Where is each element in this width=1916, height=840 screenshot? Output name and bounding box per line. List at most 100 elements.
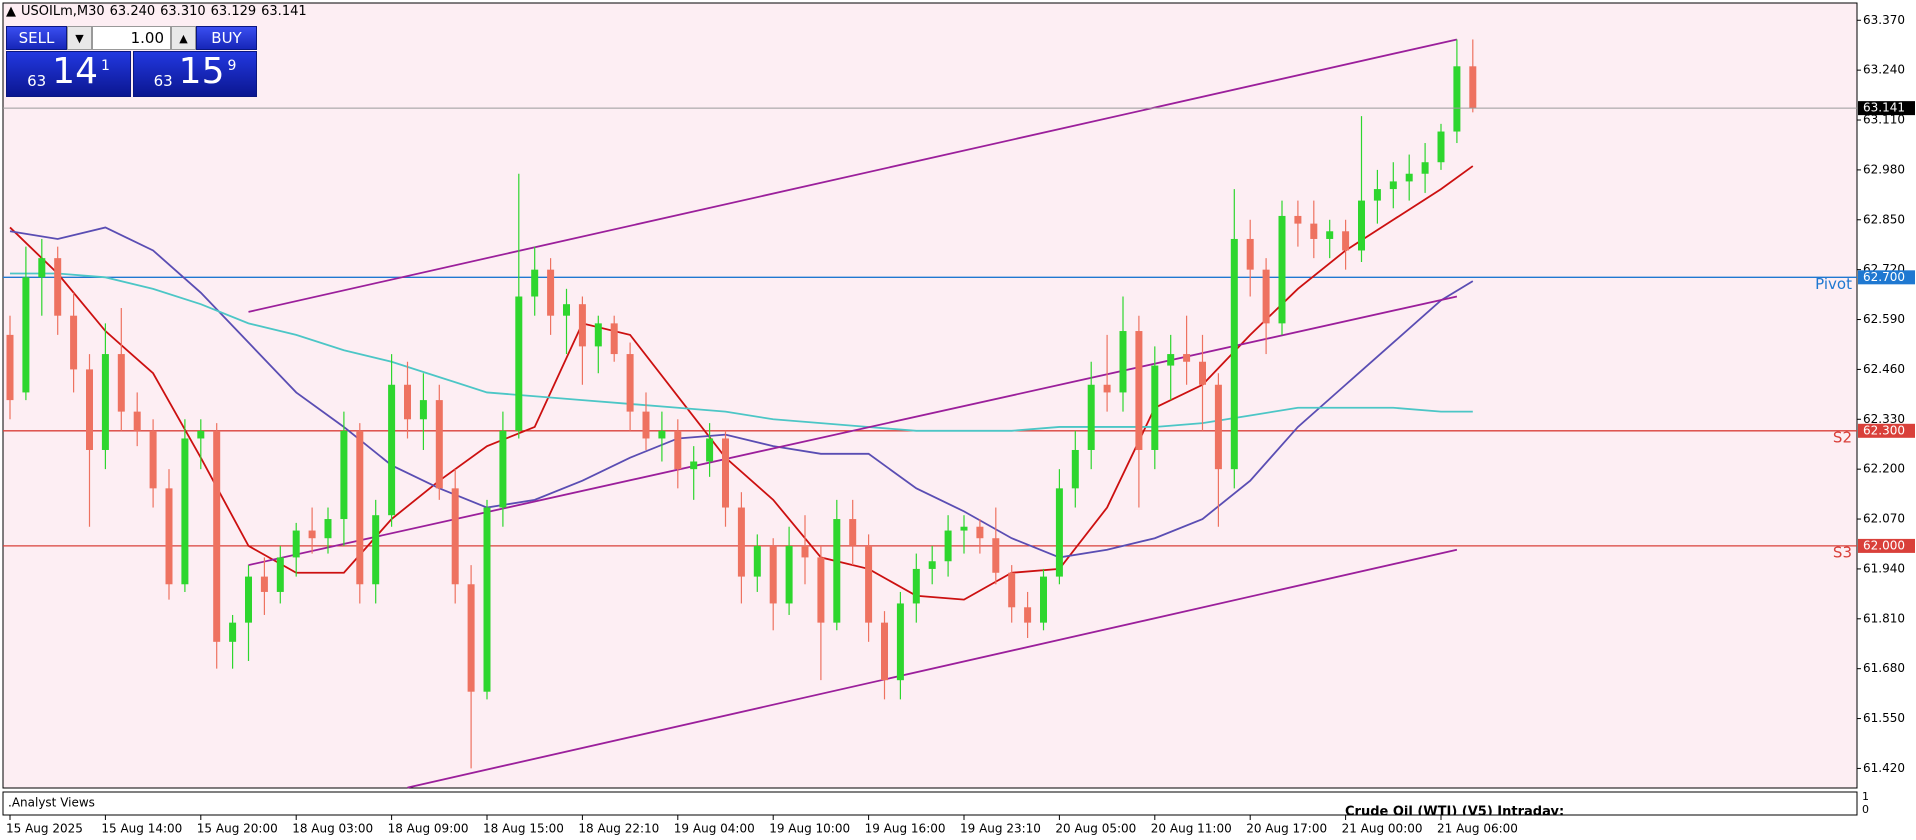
candle-body: [1199, 361, 1206, 385]
candle-body: [1087, 384, 1095, 450]
candle-body: [1294, 215, 1302, 224]
x-tick-label: 18 Aug 09:00: [388, 822, 469, 836]
candle-body: [1151, 365, 1159, 450]
price-main: 14: [52, 51, 98, 92]
candle-body: [38, 258, 46, 278]
candle-body: [706, 438, 714, 462]
x-tick-label: 18 Aug 15:00: [483, 822, 564, 836]
lot-up[interactable]: ▲: [171, 26, 196, 50]
sell-price[interactable]: 63 14 1: [6, 51, 131, 97]
level-name: S3: [1833, 543, 1852, 561]
candle-body: [1167, 354, 1175, 366]
candle-body: [1453, 66, 1461, 132]
level-box: [1858, 270, 1915, 285]
level-box: [1858, 538, 1915, 553]
moving-average: [9, 165, 1474, 601]
candle-body: [1183, 354, 1191, 362]
candle-body: [1358, 200, 1365, 251]
sell-button[interactable]: SELL: [6, 26, 67, 50]
candle-body: [1008, 572, 1016, 608]
current-price-box: [1858, 101, 1915, 116]
candle-body: [563, 304, 570, 316]
candle-body: [101, 354, 109, 450]
indicator-tick: 1: [1862, 790, 1869, 803]
ohlc: 63.141: [261, 4, 307, 19]
buy-price[interactable]: 63 15 9: [133, 51, 257, 97]
candle-body: [372, 515, 380, 585]
y-tick-label: 61.940: [1863, 561, 1905, 575]
level-label: 62.700: [1863, 270, 1905, 284]
symbol: USOILm,M30: [21, 4, 105, 19]
candle-body: [960, 526, 968, 531]
candle-body: [213, 430, 221, 642]
candle-body: [658, 430, 666, 439]
candle-body: [992, 538, 1000, 573]
y-tick-label: 62.330: [1863, 412, 1905, 426]
candle-body: [594, 323, 602, 347]
candle-body: [70, 315, 78, 370]
candle-body: [388, 384, 396, 516]
candle-body: [181, 438, 189, 585]
ohlc: 63.129: [210, 4, 257, 19]
candle-body: [1214, 384, 1222, 470]
y-tick-label: 61.550: [1863, 711, 1905, 725]
indicator-tick: 0: [1862, 803, 1869, 816]
candle-body: [149, 430, 157, 489]
candle-body: [785, 545, 793, 604]
y-tick-label: 63.110: [1863, 113, 1905, 127]
x-tick-label: 19 Aug 16:00: [865, 822, 946, 836]
candle-body: [1326, 231, 1334, 239]
ohlc: 63.310: [160, 4, 206, 19]
candle-body: [404, 384, 411, 420]
candle-body: [1389, 181, 1397, 190]
x-tick-label: 15 Aug 14:00: [101, 822, 182, 836]
candle-body: [1055, 488, 1063, 577]
candle-body: [308, 530, 316, 539]
plot-area: [2, 2, 1858, 789]
candle-body: [276, 557, 284, 592]
candle-body: [435, 400, 443, 489]
candle-body: [976, 526, 984, 539]
candle-body: [86, 369, 93, 450]
candle-body: [1373, 189, 1381, 201]
indicator-window: [2, 791, 1858, 816]
y-tick-label: 62.070: [1863, 512, 1905, 526]
candle-body: [260, 576, 268, 592]
y-tick-label: 63.240: [1863, 63, 1905, 77]
x-tick-label: 18 Aug 22:10: [578, 822, 659, 836]
channel-line: [248, 38, 1458, 313]
candle-body: [896, 603, 904, 681]
candle-body: [1262, 269, 1270, 324]
x-tick-label: 19 Aug 10:00: [769, 822, 850, 836]
level-box: [1858, 423, 1915, 438]
price-main: 15: [178, 51, 225, 92]
candle-body: [578, 304, 586, 347]
candle-body: [117, 354, 125, 412]
candle-body: [610, 323, 618, 355]
candle-body: [419, 400, 427, 420]
candle-body: [817, 557, 825, 623]
ohlc: 63.240: [109, 4, 156, 19]
candle-body: [1310, 223, 1318, 239]
candle-body: [1040, 576, 1047, 623]
price-big: 63: [153, 72, 173, 90]
candle-body: [722, 438, 729, 508]
candle-body: [165, 488, 173, 585]
candle-body: [1103, 384, 1111, 393]
level-label: 62.000: [1863, 538, 1905, 552]
candle-body: [801, 545, 809, 558]
x-tick-label: 20 Aug 11:00: [1151, 822, 1232, 836]
candle-body: [833, 519, 841, 623]
lot-down[interactable]: ▼: [67, 26, 92, 50]
candle-body: [515, 296, 523, 431]
candle-body: [1119, 331, 1127, 393]
buy-button[interactable]: BUY: [196, 26, 257, 50]
candle-body: [531, 269, 539, 297]
lot-input[interactable]: 1.00: [92, 26, 171, 50]
arrow-icon: ▲: [6, 4, 16, 19]
x-tick-label: 18 Aug 03:00: [292, 822, 373, 836]
level-name: S2: [1833, 428, 1852, 446]
x-tick-label: 19 Aug 04:00: [674, 822, 755, 836]
symbol-header: ▲ USOILm,M30 63.240 63.310 63.129 63.141: [6, 4, 312, 19]
